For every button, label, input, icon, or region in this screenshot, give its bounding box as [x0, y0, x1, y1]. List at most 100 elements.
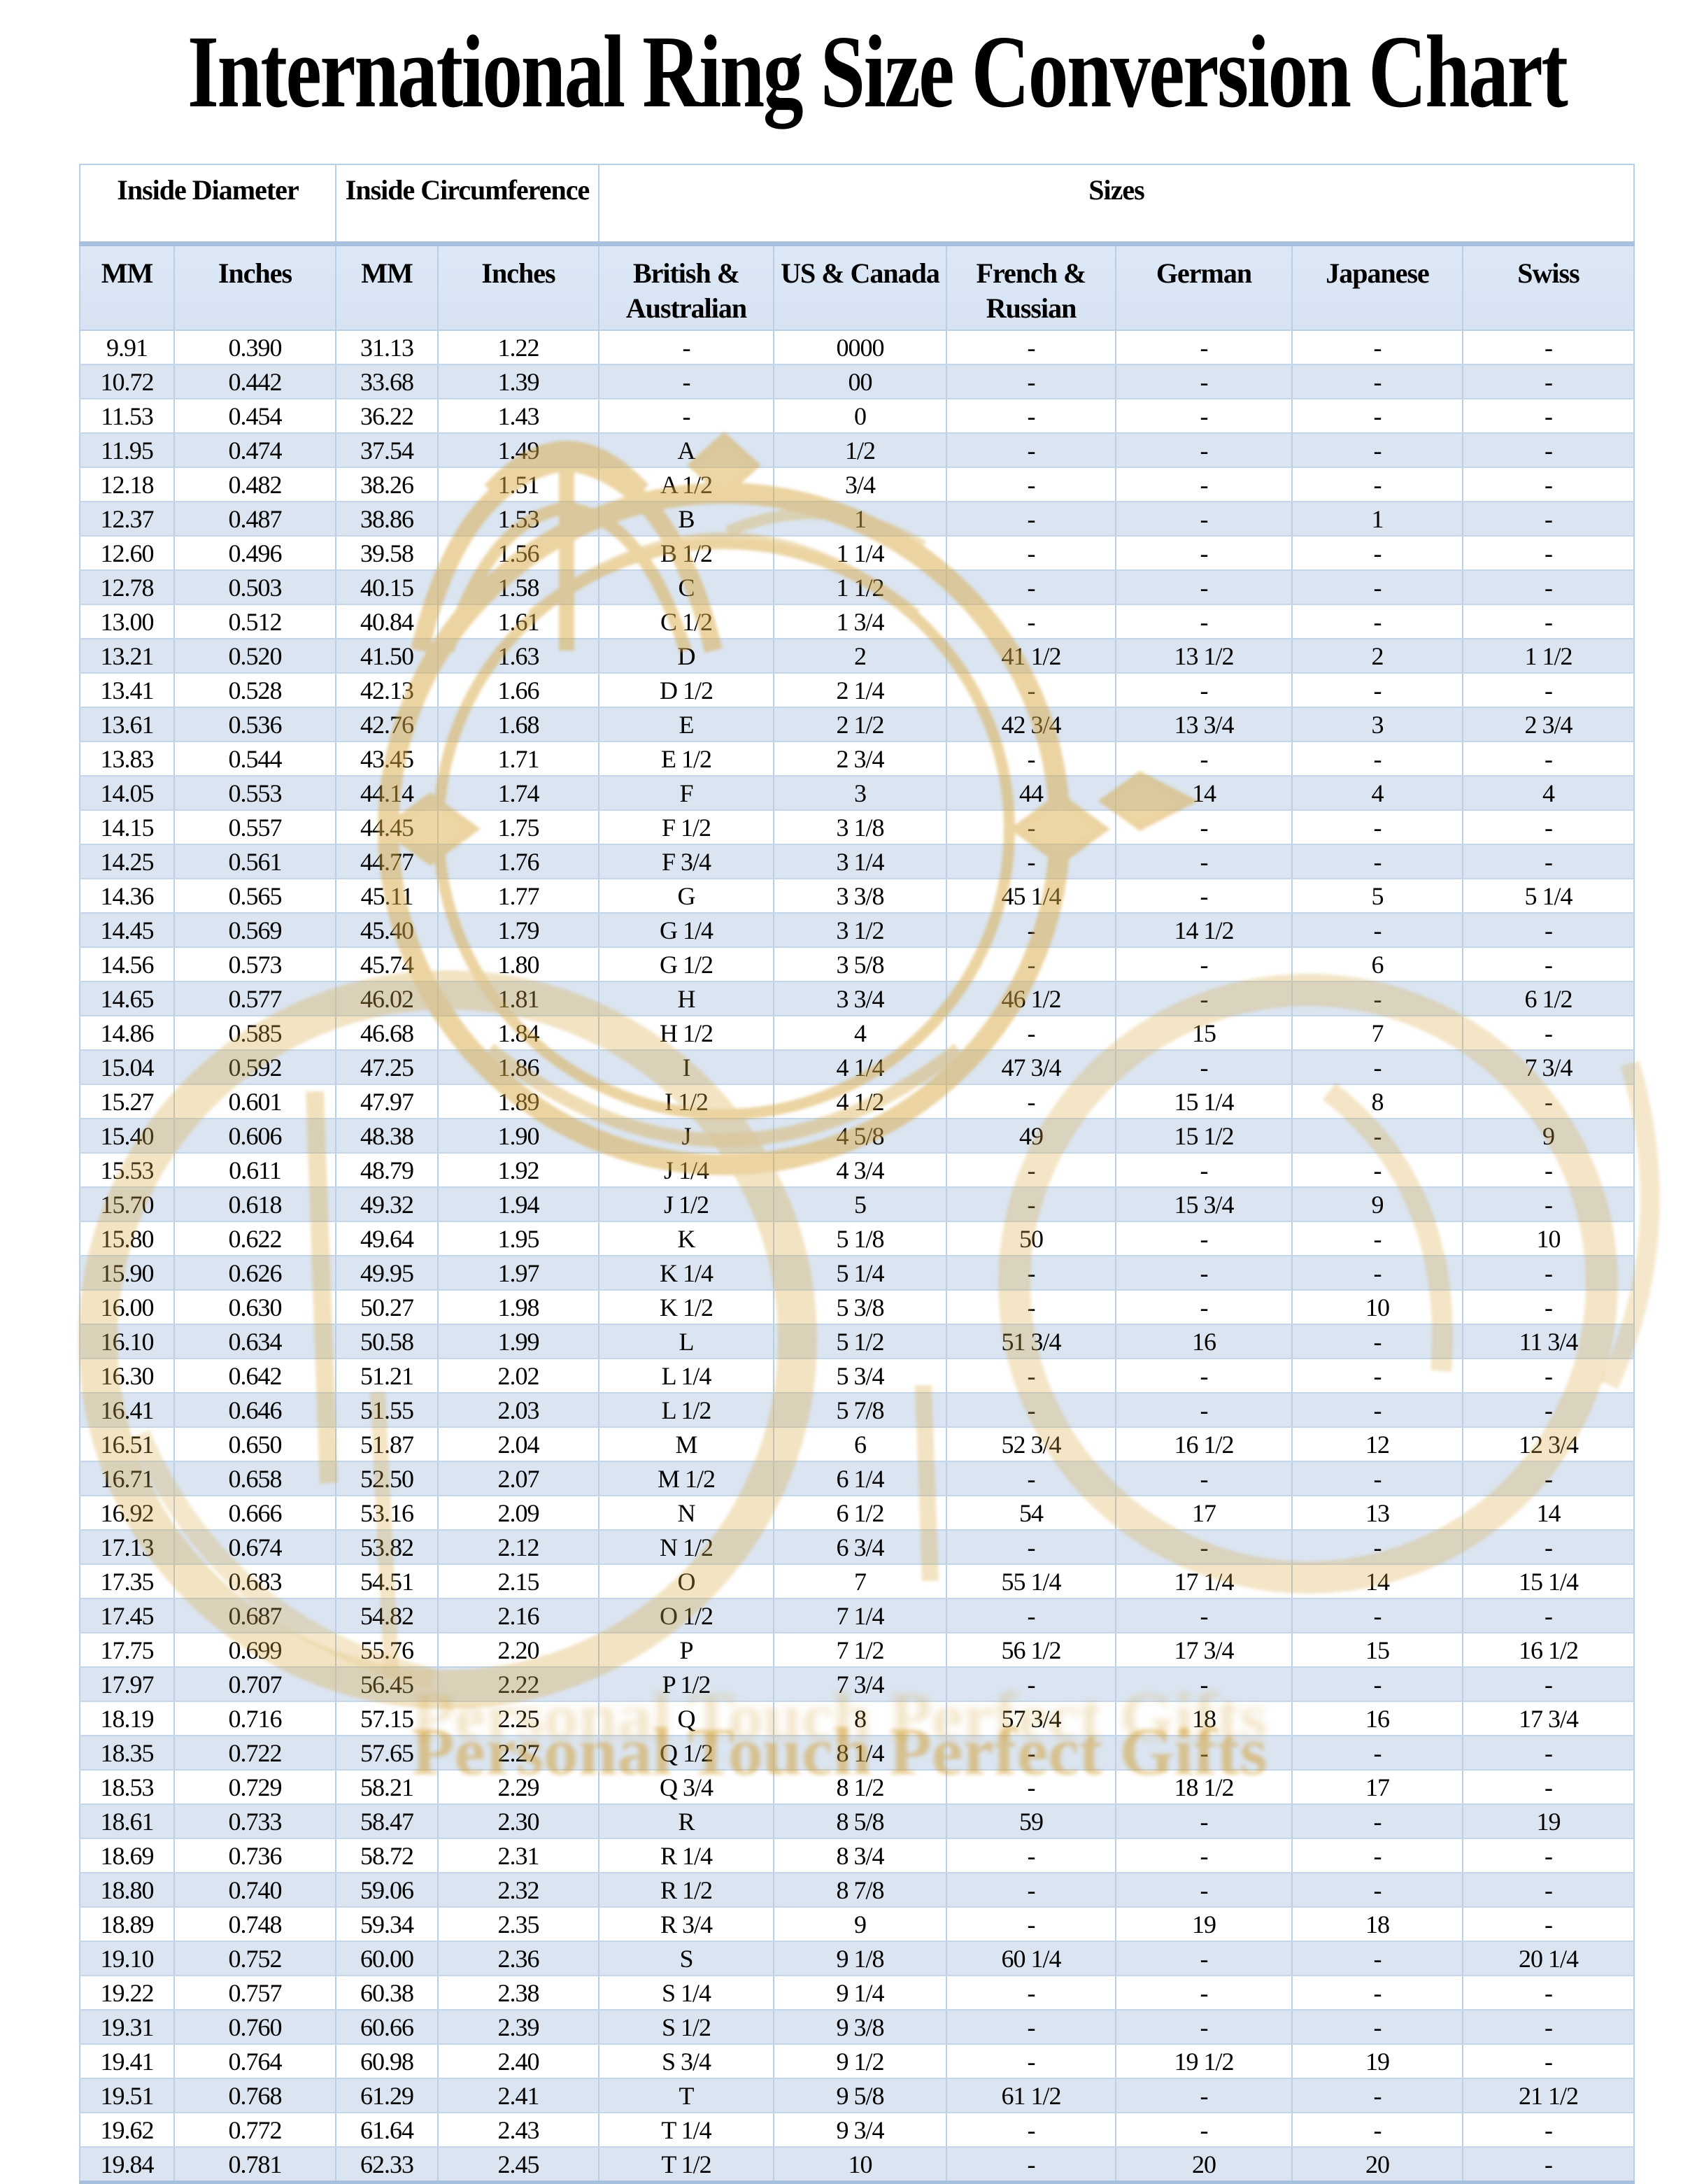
cell: 9	[1291, 1186, 1463, 1222]
cell: 1.89	[437, 1084, 599, 1119]
table-row: 18.69 0.736 58.72 2.31 R 1/4 8 3/4- - - -	[79, 1838, 1635, 1873]
cell: -	[1291, 329, 1463, 365]
cell: K	[598, 1221, 774, 1256]
cell: K 1/2	[598, 1289, 774, 1325]
cell: 8 3/4	[773, 1838, 947, 1873]
table-row: 14.15 0.557 44.45 1.75 F 1/2 3 1/8- - - -	[79, 809, 1635, 845]
cell: 7	[773, 1563, 947, 1599]
cell: 53.82	[335, 1529, 439, 1565]
cell: -	[946, 946, 1116, 982]
table-row: 17.13 0.674 53.82 2.12 N 1/2 6 3/4- - - -	[79, 1529, 1635, 1565]
cell: -	[946, 1838, 1116, 1873]
cell: -	[1115, 1838, 1293, 1873]
cell: 58.47	[335, 1803, 439, 1839]
cell: 1	[773, 501, 947, 537]
table-row: 15.90 0.626 49.95 1.97 K 1/4 5 1/4- - - -	[79, 1255, 1635, 1291]
cell: 9	[773, 1906, 947, 1942]
cell: 5	[773, 1186, 947, 1222]
cell: 49.64	[335, 1221, 439, 1256]
cell: -	[1115, 1872, 1293, 1908]
cell: 8	[773, 1701, 947, 1736]
cell: 1.43	[437, 398, 599, 434]
cell: -	[946, 398, 1116, 434]
cell: 16 1/2	[1115, 1426, 1293, 1462]
cell: 2.02	[437, 1358, 599, 1394]
cell: -	[1291, 604, 1463, 639]
cell: B 1/2	[598, 535, 774, 571]
cell: 5 1/8	[773, 1221, 947, 1256]
cell: 46.68	[335, 1015, 439, 1051]
cell: -	[1462, 1735, 1635, 1771]
cell: 0.781	[173, 2146, 336, 2184]
cell: 37.54	[335, 432, 439, 468]
cell: -	[1115, 535, 1293, 571]
cell: 0.683	[173, 1563, 336, 1599]
cell: 1.75	[437, 809, 599, 845]
cell: 58.21	[335, 1769, 439, 1805]
cell: 1.74	[437, 775, 599, 811]
cell: K 1/4	[598, 1255, 774, 1291]
cell: 1 1/4	[773, 535, 947, 571]
cell: 0.442	[173, 364, 336, 399]
group-header-row: Inside Diameter Inside Circumference Siz…	[79, 164, 1635, 245]
cell: 8 7/8	[773, 1872, 947, 1908]
col-header-british-australian: British & Australian	[598, 241, 774, 331]
cell: 33.68	[335, 364, 439, 399]
cell: 54.82	[335, 1598, 439, 1633]
page-title: International Ring Size Conversion Chart	[187, 15, 1568, 129]
cell: 1.22	[437, 329, 599, 365]
cell: -	[946, 844, 1116, 879]
cell: 49.95	[335, 1255, 439, 1291]
cell: 17.35	[79, 1563, 175, 1599]
cell: -	[1291, 1118, 1463, 1154]
cell: -	[1462, 1392, 1635, 1428]
cell: -	[1291, 535, 1463, 571]
cell: -	[1115, 1461, 1293, 1496]
cell: 17 3/4	[1115, 1632, 1293, 1668]
cell: 0.757	[173, 1975, 336, 2011]
cell: 13.61	[79, 707, 175, 742]
cell: 14	[1115, 775, 1293, 811]
cell: -	[1115, 432, 1293, 468]
cell: -	[1462, 1186, 1635, 1222]
cell: 49.32	[335, 1186, 439, 1222]
cell: -	[1462, 1769, 1635, 1805]
cell: 19.31	[79, 2009, 175, 2045]
cell: 8 1/4	[773, 1735, 947, 1771]
cell: 8 5/8	[773, 1803, 947, 1839]
cell: -	[1291, 1152, 1463, 1188]
cell: 1.63	[437, 638, 599, 674]
cell: 56 1/2	[946, 1632, 1116, 1668]
cell: 1.80	[437, 946, 599, 982]
col-header-german: German	[1115, 241, 1293, 331]
cell: 19	[1462, 1803, 1635, 1839]
cell: 57.65	[335, 1735, 439, 1771]
table-row: 17.75 0.699 55.76 2.20 P 7 1/2 56 1/2 17 3/4 15 1…	[79, 1632, 1635, 1668]
cell: 14.36	[79, 878, 175, 914]
cell: 0.674	[173, 1529, 336, 1565]
cell: 11.95	[79, 432, 175, 468]
cell: 2.16	[437, 1598, 599, 1633]
cell: 12.37	[79, 501, 175, 537]
cell: -	[1115, 604, 1293, 639]
col-header-mm-diameter: MM	[79, 241, 175, 331]
col-header-french-russian: French & Russian	[946, 241, 1116, 331]
cell: -	[1291, 1598, 1463, 1633]
cell: -	[946, 535, 1116, 571]
cell: 44.14	[335, 775, 439, 811]
cell: 15.90	[79, 1255, 175, 1291]
cell: -	[946, 2009, 1116, 2045]
table-row: 15.70 0.618 49.32 1.94 J 1/2 5-15 3/4 9-	[79, 1186, 1635, 1222]
cell: 49	[946, 1118, 1116, 1154]
cell: 0.544	[173, 741, 336, 777]
cell: 21 1/2	[1462, 2078, 1635, 2113]
table-row: 16.92 0.666 53.16 2.09 N 6 1/2 54 17 13 14	[79, 1495, 1635, 1531]
table-row: 11.53 0.454 36.22 1.43-0- - - -	[79, 398, 1635, 434]
cell: 13	[1291, 1495, 1463, 1531]
cell: 10	[773, 2146, 947, 2184]
col-header-inches-circumference: Inches	[437, 241, 599, 331]
cell: 1.68	[437, 707, 599, 742]
cell: -	[1462, 329, 1635, 365]
cell: 18.19	[79, 1701, 175, 1736]
cell: 13.41	[79, 672, 175, 708]
